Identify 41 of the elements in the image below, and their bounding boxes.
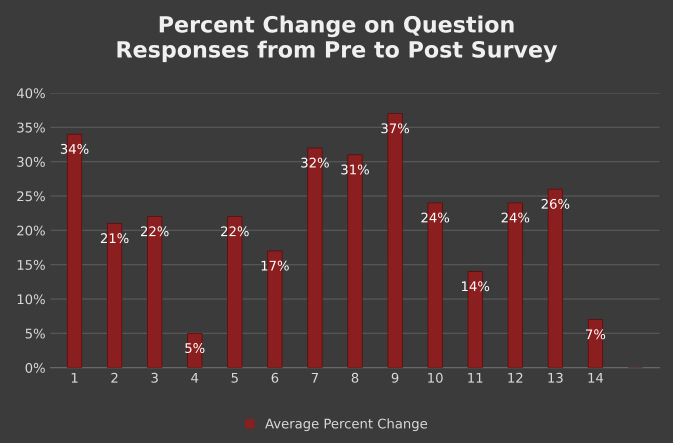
x-tick-label: 6 [272, 372, 278, 383]
y-tick-label: 15% [18, 260, 45, 270]
data-label: 26% [542, 198, 570, 209]
x-tick-label: 7 [312, 372, 318, 383]
data-label: 34% [60, 144, 88, 154]
data-label: 37% [381, 123, 410, 134]
x-tick-label: 9 [392, 372, 398, 383]
bar [187, 332, 202, 368]
y-tick-label: 30% [17, 156, 45, 167]
data-label: 22% [221, 226, 249, 236]
x-tick-label: 2 [111, 372, 118, 383]
data-label: 7% [586, 329, 606, 340]
bar [588, 319, 604, 368]
y-tick-label: 5% [26, 328, 45, 339]
y-tick-label: 25% [17, 191, 45, 202]
x-tick-label: 12 [508, 372, 522, 383]
data-label: 32% [301, 158, 329, 168]
x-tick-label: 14 [588, 372, 604, 383]
x-tick-label: 8 [352, 372, 358, 383]
data-label: 24% [421, 212, 450, 223]
x-tick-label: 1 [72, 372, 78, 383]
data-label: 24% [502, 212, 530, 223]
x-tick-label: 10 [428, 372, 443, 383]
data-label: 31% [341, 164, 369, 174]
x-tick-label: 3 [151, 372, 158, 383]
data-label: 17% [262, 260, 289, 271]
x-tick-label: 13 [548, 372, 563, 383]
data-label: 14% [462, 281, 490, 292]
x-tick-label: 11 [468, 372, 482, 383]
chart-title: Percent Change on Question Responses from Pre to Post Survey [117, 16, 558, 62]
data-label: 22% [140, 226, 169, 236]
y-tick-label: 40% [16, 88, 45, 98]
x-tick-label: 4 [191, 372, 198, 383]
x-tick-label: 5 [232, 372, 238, 383]
data-label: 21% [100, 233, 129, 244]
y-tick-label: 35% [17, 122, 45, 133]
legend-label: Average Percent Change [265, 418, 428, 432]
y-tick-label: 20% [17, 226, 45, 236]
y-tick-label: 0% [26, 362, 45, 373]
data-label: 5% [185, 343, 204, 354]
y-tick-label: 10% [18, 294, 45, 304]
